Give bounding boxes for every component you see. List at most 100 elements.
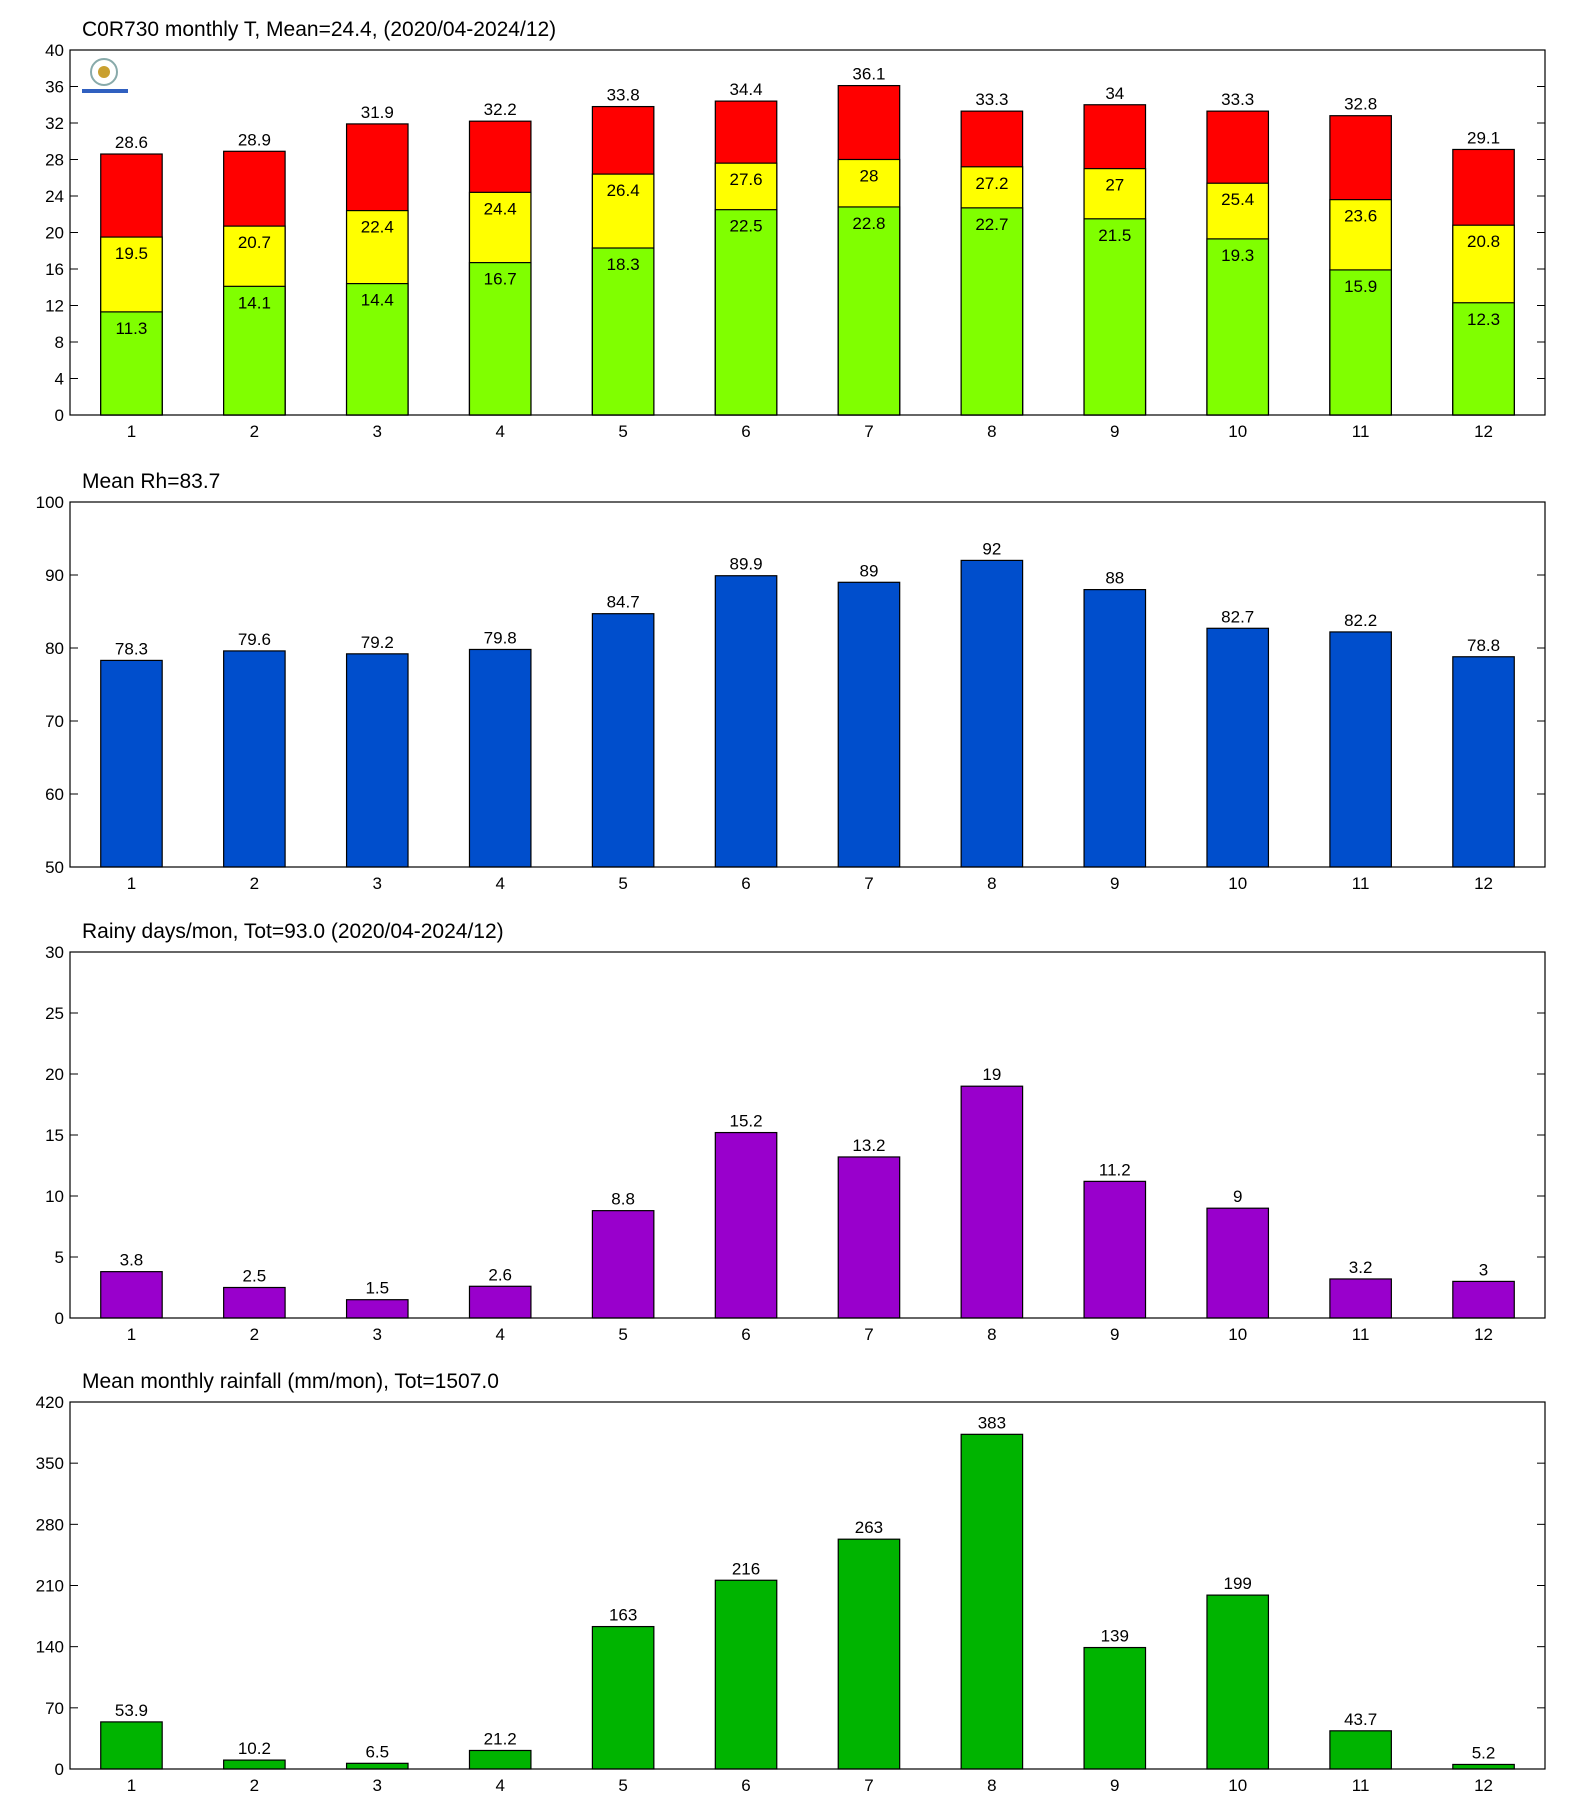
x-tick-label: 2	[250, 422, 259, 441]
y-tick-label: 280	[36, 1515, 64, 1534]
y-tick-label: 70	[45, 1699, 64, 1718]
y-tick-label: 36	[45, 78, 64, 97]
bar	[591, 1625, 655, 1770]
data-label: 15.2	[729, 1112, 762, 1131]
x-tick-label: 4	[495, 1325, 504, 1344]
y-tick-label: 20	[45, 224, 64, 243]
data-label: 21.5	[1098, 226, 1131, 245]
data-label: 92	[982, 539, 1001, 558]
y-tick-label: 25	[45, 1004, 64, 1023]
bar	[223, 650, 286, 868]
x-tick-label: 9	[1110, 874, 1119, 893]
data-label: 9	[1233, 1187, 1242, 1206]
x-tick-label: 12	[1474, 1325, 1493, 1344]
x-tick-label: 7	[864, 874, 873, 893]
bar	[468, 262, 532, 416]
chart-title: C0R730 monthly T, Mean=24.4, (2020/04-20…	[82, 18, 556, 41]
data-label: 27	[1105, 176, 1124, 195]
x-tick-label: 3	[373, 422, 382, 441]
bar	[1083, 218, 1147, 416]
bar	[345, 1762, 409, 1770]
data-label: 20.8	[1467, 232, 1500, 251]
y-tick-label: 100	[36, 493, 64, 512]
y-tick-label: 24	[45, 187, 64, 206]
chart-title: Mean monthly rainfall (mm/mon), Tot=1507…	[82, 1370, 499, 1393]
bar	[714, 209, 778, 416]
bar	[960, 207, 1024, 416]
x-tick-label: 6	[741, 422, 750, 441]
data-label: 11.3	[116, 319, 148, 338]
data-label: 5.2	[1472, 1743, 1496, 1762]
data-label: 22.8	[852, 214, 885, 233]
x-tick-label: 1	[127, 874, 136, 893]
y-tick-label: 15	[45, 1126, 64, 1145]
data-label: 22.7	[975, 215, 1008, 234]
bar	[468, 1285, 532, 1319]
bar	[1083, 1180, 1147, 1319]
data-label: 33.3	[975, 90, 1008, 109]
bar	[714, 575, 778, 868]
data-label: 78.3	[115, 639, 148, 658]
x-tick-label: 7	[864, 1776, 873, 1795]
y-tick-label: 420	[36, 1393, 64, 1412]
data-label: 3.2	[1349, 1258, 1373, 1277]
x-tick-label: 5	[618, 422, 627, 441]
bar	[714, 1131, 778, 1319]
x-tick-label: 1	[127, 1776, 136, 1795]
data-label: 32.2	[484, 100, 517, 119]
x-tick-label: 8	[987, 1325, 996, 1344]
y-tick-label: 12	[45, 297, 64, 316]
data-label: 79.6	[238, 630, 271, 649]
bar	[1452, 1763, 1515, 1770]
data-label: 32.8	[1344, 95, 1377, 114]
bar	[960, 1085, 1024, 1319]
y-tick-label: 0	[55, 1760, 64, 1779]
x-tick-label: 9	[1110, 422, 1119, 441]
x-tick-label: 10	[1228, 1776, 1247, 1795]
logo	[82, 58, 128, 93]
data-label: 23.6	[1344, 207, 1377, 226]
x-tick-label: 11	[1352, 422, 1370, 441]
x-tick-label: 10	[1228, 1325, 1247, 1344]
bar	[468, 1749, 532, 1770]
bar	[837, 581, 901, 868]
data-label: 19	[982, 1065, 1001, 1084]
x-tick-label: 3	[373, 1325, 382, 1344]
x-tick-label: 6	[741, 1776, 750, 1795]
x-tick-label: 1	[127, 422, 136, 441]
x-tick-label: 6	[741, 874, 750, 893]
x-tick-label: 5	[618, 1776, 627, 1795]
x-tick-label: 7	[864, 422, 873, 441]
data-label: 34.4	[729, 80, 762, 99]
x-tick-label: 8	[987, 422, 996, 441]
y-tick-label: 10	[45, 1187, 64, 1206]
data-label: 27.6	[729, 170, 762, 189]
y-tick-label: 140	[36, 1638, 64, 1657]
y-tick-label: 90	[45, 566, 64, 585]
data-label: 13.2	[852, 1136, 885, 1155]
data-label: 11.2	[1099, 1160, 1131, 1179]
y-tick-label: 30	[45, 943, 64, 962]
data-label: 8.8	[611, 1190, 635, 1209]
data-label: 20.7	[238, 233, 271, 252]
data-label: 14.1	[238, 293, 271, 312]
data-label: 15.9	[1344, 277, 1377, 296]
data-label: 53.9	[115, 1701, 148, 1720]
x-tick-label: 6	[741, 1325, 750, 1344]
axes-box	[69, 1401, 1546, 1770]
bar	[1329, 1278, 1392, 1319]
data-label: 28	[859, 167, 878, 186]
data-label: 28.9	[238, 130, 271, 149]
bar	[100, 311, 163, 416]
x-tick-label: 4	[495, 1776, 504, 1795]
data-label: 2.5	[243, 1267, 267, 1286]
data-label: 6.5	[365, 1742, 389, 1761]
data-label: 216	[732, 1559, 760, 1578]
bar	[591, 1210, 655, 1319]
bar	[1206, 1594, 1270, 1770]
data-label: 82.2	[1344, 611, 1377, 630]
logo-text	[82, 89, 128, 93]
bar	[1329, 631, 1392, 868]
